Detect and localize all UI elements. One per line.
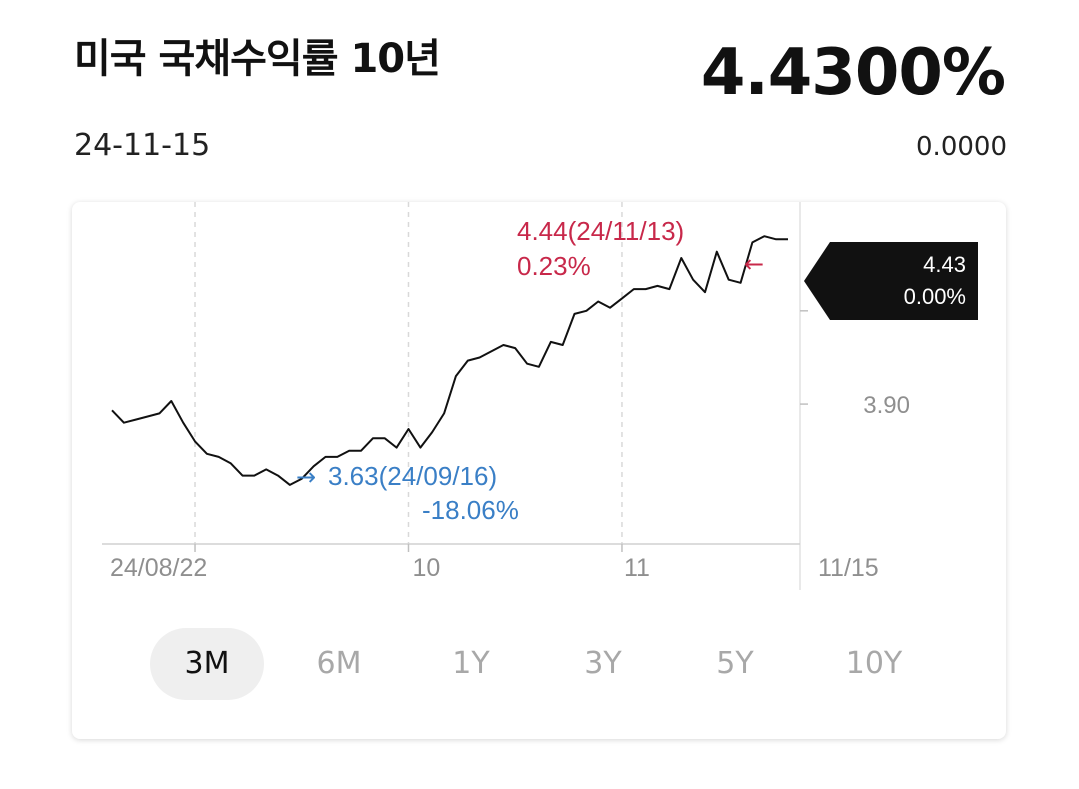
x-tick-label: 24/08/22 [110, 554, 207, 582]
current-change: 0.00% [904, 284, 966, 309]
tab-1y[interactable]: 1Y [452, 646, 490, 681]
high-annotation-change: 0.23% [517, 251, 591, 281]
tab-6m[interactable]: 6M [316, 646, 362, 681]
tab-10y[interactable]: 10Y [845, 646, 903, 681]
x-tick-label: 10 [412, 554, 440, 582]
low-annotation-label: 3.63(24/09/16) [328, 461, 497, 491]
current-value: 4.43 [923, 252, 966, 277]
tab-3y[interactable]: 3Y [584, 646, 622, 681]
period-tabs: 3M 6M 1Y 3Y 5Y 10Y [72, 628, 1006, 700]
tab-5y[interactable]: 5Y [716, 646, 754, 681]
low-annotation-change: -18.06% [422, 495, 519, 525]
current-price: 4.4300% [700, 36, 1006, 110]
tab-3m[interactable]: 3M [150, 628, 264, 700]
high-annotation-label: 4.44(24/11/13) [517, 216, 684, 246]
x-tick-label: 11 [624, 554, 650, 582]
quote-date: 24-11-15 [74, 128, 211, 163]
current-value-badge [804, 242, 978, 320]
x-tick-label: 11/15 [818, 554, 879, 582]
arrow-right-icon: → [296, 463, 316, 491]
yield-line [111, 235, 788, 486]
arrow-left-icon: ← [744, 250, 764, 278]
y-tick-label: 3.90 [863, 392, 910, 419]
page-title: 미국 국채수익률 10년 [74, 36, 441, 82]
price-change: 0.0000 [916, 132, 1007, 162]
